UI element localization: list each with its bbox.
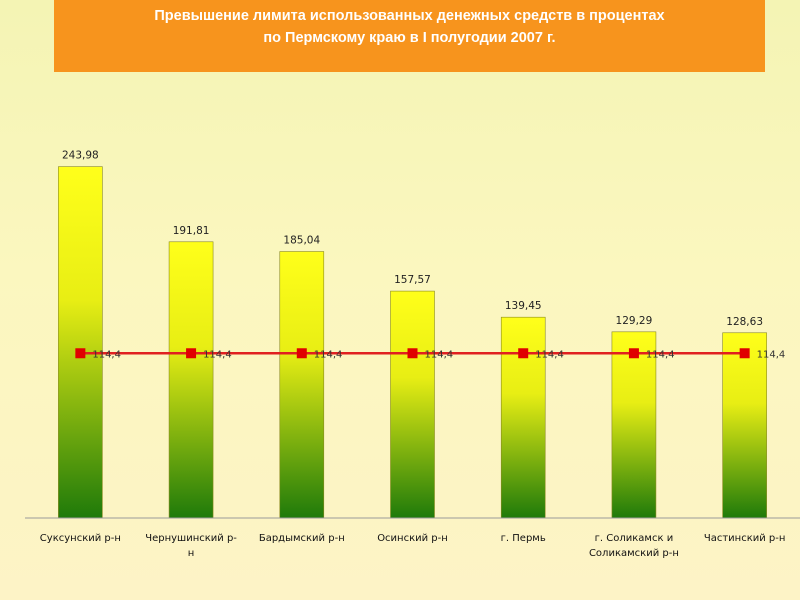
limit-line-layer xyxy=(75,348,750,359)
bar-value-label: 129,29 xyxy=(616,315,653,327)
category-tick-label: г. Соликамск и Соликамский р-н xyxy=(589,533,679,559)
limit-marker xyxy=(739,348,750,359)
chart-title-line-1: Превышение лимита использованных денежны… xyxy=(154,8,665,24)
limit-value-label: 114,4 xyxy=(757,349,786,360)
bar xyxy=(58,166,103,519)
bar xyxy=(279,251,325,519)
limit-marker xyxy=(628,348,639,359)
limit-marker xyxy=(75,348,86,359)
bar-value-label: 185,04 xyxy=(283,235,320,247)
limit-value-label: 114,4 xyxy=(314,349,343,360)
limit-marker xyxy=(296,348,307,359)
category-tick-label: г. Пермь xyxy=(501,533,546,544)
bars-layer xyxy=(58,166,767,519)
bar-value-label: 243,98 xyxy=(62,150,99,162)
category-tick-label: Бардымский р-н xyxy=(259,533,345,544)
bar xyxy=(722,332,767,519)
chart-title-banner: Превышение лимита использованных денежны… xyxy=(54,0,765,72)
bar xyxy=(611,331,657,519)
limit-value-label: 114,4 xyxy=(646,349,675,360)
bar-value-label: 191,81 xyxy=(173,225,210,237)
bar xyxy=(390,290,435,519)
bar-value-label: 139,45 xyxy=(505,300,542,312)
bar xyxy=(500,316,546,519)
limit-value-label: 114,4 xyxy=(535,349,564,360)
category-tick-label: Осинский р-н xyxy=(377,533,448,544)
limit-value-label: 114,4 xyxy=(92,349,121,360)
bar xyxy=(168,241,214,519)
limit-value-label: 114,4 xyxy=(203,349,232,360)
bar-value-label: 128,63 xyxy=(726,316,763,328)
chart-title-line-2: по Пермскому краю в I полугодии 2007 г. xyxy=(263,30,556,46)
bar-value-label: 157,57 xyxy=(394,274,431,286)
labels-layer: 243,98 Суксунский р-н 191,81 Чернушинский р… xyxy=(40,150,786,559)
category-tick-label: Частинский р-н xyxy=(704,533,786,544)
category-tick-label: Суксунский р-н xyxy=(40,533,121,544)
limit-value-label: 114,4 xyxy=(425,349,454,360)
limit-marker xyxy=(186,348,197,359)
limit-marker xyxy=(407,348,418,359)
limit-marker xyxy=(518,348,529,359)
category-tick-label: Чернушинский р-н xyxy=(145,533,237,559)
